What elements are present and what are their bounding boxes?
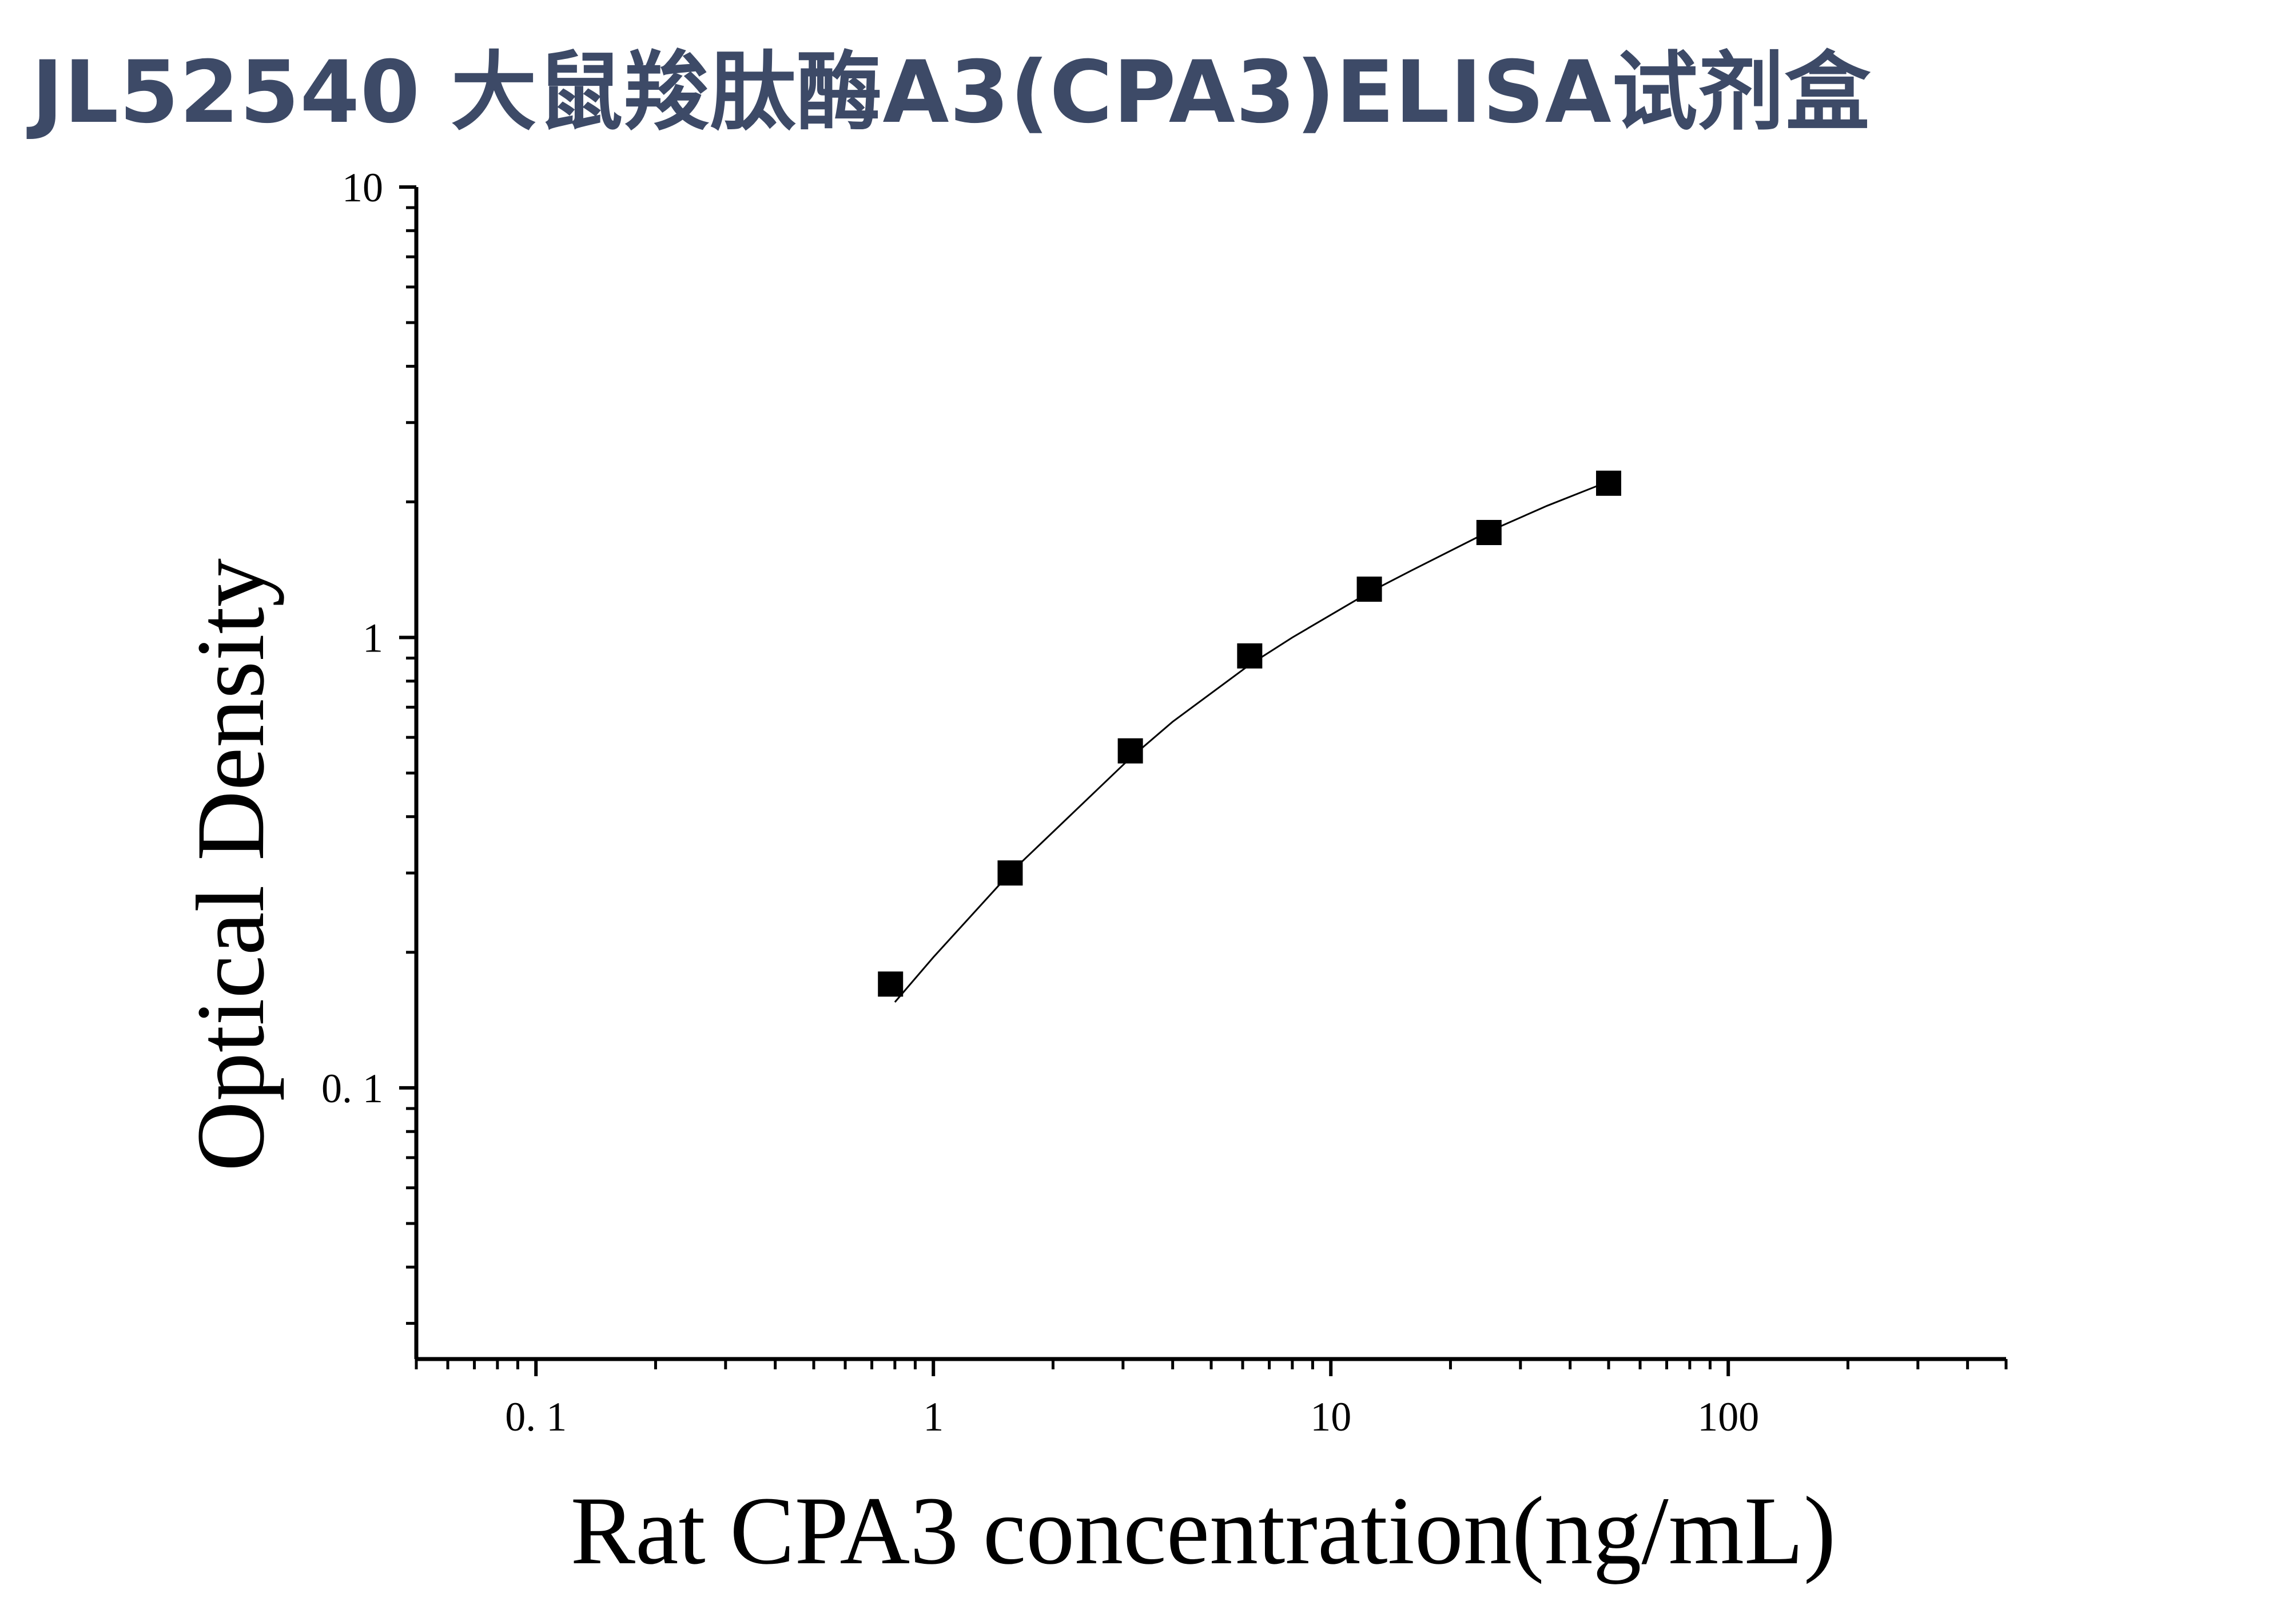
- data-point: [1237, 643, 1263, 669]
- fit-curve: [894, 480, 1609, 1003]
- x-tick-label: 10: [1310, 1394, 1351, 1440]
- page-title: JL52540 大鼠羧肽酶A3(CPA3)ELISA试剂盒: [31, 43, 1871, 142]
- x-tick-label: 1: [923, 1394, 944, 1440]
- x-axis-title: Rat CPA3 concentration(ng/mL): [571, 1477, 1836, 1584]
- x-tick-label: 100: [1697, 1394, 1759, 1440]
- data-point: [1476, 519, 1502, 545]
- data-point: [997, 860, 1023, 886]
- data-point: [1356, 577, 1382, 602]
- data-points: [878, 470, 1621, 997]
- ticks: 0. 1 1 10 100 0. 1 1 10: [321, 165, 2008, 1440]
- y-axis-title: Optical Density: [177, 558, 284, 1171]
- data-point: [878, 971, 904, 997]
- data-point: [1596, 470, 1621, 496]
- data-point: [1117, 738, 1143, 764]
- y-tick-label: 10: [342, 165, 383, 210]
- y-tick-label: 1: [363, 615, 383, 661]
- axes: [414, 187, 2006, 1361]
- y-tick-label: 0. 1: [321, 1066, 383, 1111]
- x-tick-label: 0. 1: [505, 1394, 567, 1440]
